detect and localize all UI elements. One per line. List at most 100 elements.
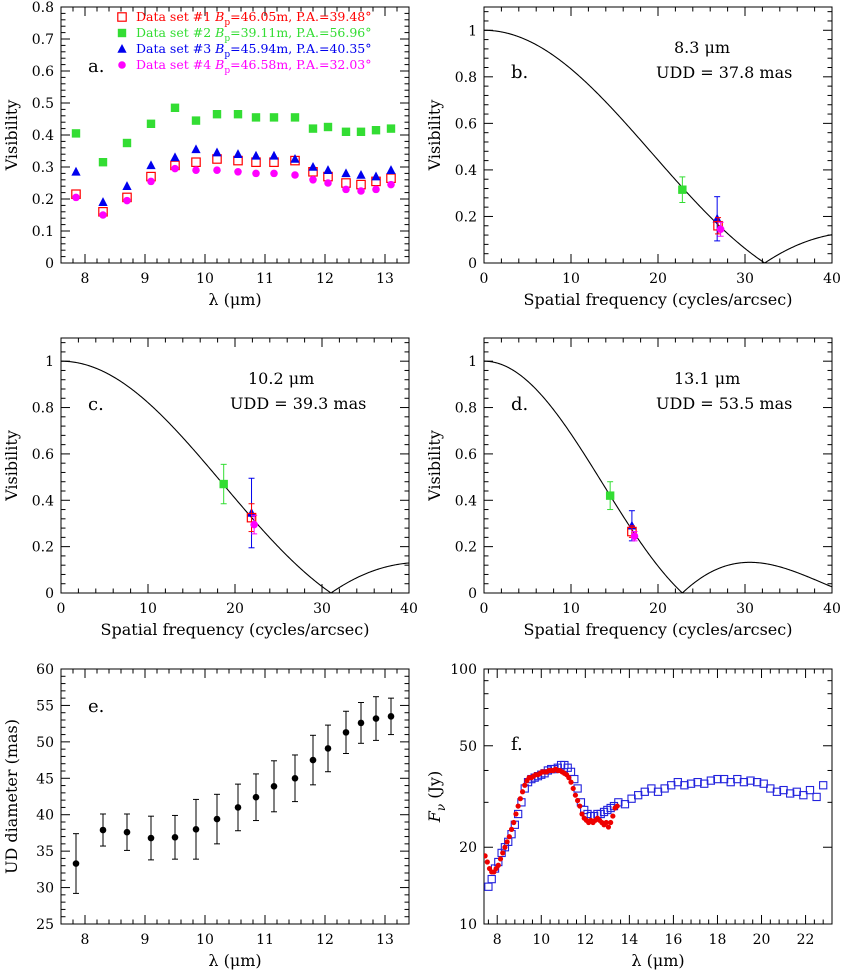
legend-entry-part: Data set #4 (136, 57, 215, 72)
spectrum-point (495, 862, 501, 868)
x-tick-label: 30 (313, 601, 331, 617)
y-tick-label: 0.2 (455, 540, 477, 556)
y-tick-label: 0.2 (32, 540, 54, 556)
y-tick-label: 0 (45, 586, 54, 602)
x-tick-label: 14 (620, 932, 638, 948)
x-tick-label: 10 (532, 932, 550, 948)
legend-entry-part: =46.58m, P.A.=32.03° (230, 57, 371, 72)
y-tick-label: 0.8 (32, 0, 54, 16)
y-tick-label: 1 (468, 354, 477, 370)
x-tick-label: 0 (57, 601, 66, 617)
spectrum-point (608, 819, 614, 826)
x-axis-label: λ (μm) (208, 951, 261, 970)
spectrum-point (502, 844, 508, 850)
x-tick-label: 9 (141, 271, 150, 287)
y-tick-label: 0.4 (455, 163, 477, 179)
data-point (98, 158, 108, 167)
data-point (233, 110, 243, 119)
x-tick-label: 12 (316, 271, 334, 287)
data-point (252, 793, 260, 801)
data-point (290, 113, 300, 122)
legend-entry-part: B (214, 57, 224, 72)
x-tick-label: 8 (81, 271, 90, 287)
x-axis-label: Spatial frequency (cycles/arcsec) (524, 620, 793, 639)
legend-entry-part: Data set #2 (136, 25, 215, 40)
data-point (123, 828, 131, 836)
data-point (356, 127, 366, 136)
y-tick-label: 0 (45, 256, 54, 272)
udd-annotation: UDD = 39.3 mas (230, 394, 366, 413)
data-point (387, 713, 395, 720)
ud-model-curve (484, 360, 832, 593)
y-tick-label: 0.8 (455, 70, 477, 86)
data-point (191, 157, 201, 167)
y-axis-label: Visibility (2, 100, 21, 172)
y-tick-label: 0.6 (32, 447, 54, 463)
y-tick-label: 0.8 (455, 401, 477, 417)
legend-marker (117, 12, 127, 22)
wavelength-annotation: 8.3 μm (674, 38, 730, 57)
x-tick-label: 0 (480, 271, 489, 287)
spectrum-point (610, 813, 616, 819)
spectrum-point (706, 776, 716, 785)
data-point (191, 116, 201, 125)
x-tick-label: 11 (256, 271, 274, 287)
y-axis-label-part: (Jy) (425, 771, 444, 804)
y-axis-label-part: F (425, 810, 444, 823)
spectrum-point (719, 774, 729, 784)
data-point (212, 110, 222, 119)
y-tick-label: 45 (36, 771, 54, 787)
data-point (712, 213, 722, 223)
plot-frame (60, 668, 410, 925)
spectrum-point (497, 856, 504, 862)
data-point (291, 171, 299, 179)
x-tick-label: 40 (823, 601, 841, 617)
x-tick-label: 10 (562, 601, 580, 617)
x-tick-label: 20 (649, 601, 667, 617)
x-axis-label: Spatial frequency (cycles/arcsec) (101, 620, 370, 639)
y-tick-label: 0.4 (455, 493, 477, 509)
spectrum-point (572, 792, 579, 798)
legend-entry: Data set #2 Bp=39.11m, P.A.=56.96° (136, 25, 372, 44)
spectrum-point (566, 775, 572, 781)
spectrum-point (726, 777, 735, 787)
data-point (372, 185, 380, 194)
x-tick-label: 9 (141, 932, 150, 948)
spectrum-point (575, 797, 581, 804)
x-tick-label: 30 (736, 271, 754, 287)
spectrum-point (506, 834, 512, 840)
y-tick-label: 0.6 (32, 64, 54, 80)
y-tick-label: 25 (36, 917, 54, 933)
data-point (72, 860, 80, 867)
y-tick-label: 0 (468, 256, 477, 272)
y-tick-label: 0.3 (32, 160, 54, 176)
x-tick-label: 8 (81, 932, 90, 948)
y-tick-label: 30 (36, 881, 54, 897)
data-point (309, 176, 317, 184)
legend-marker (117, 43, 127, 53)
spectrum-point (513, 811, 519, 817)
y-tick-label: 50 (459, 739, 477, 755)
data-point (323, 122, 333, 132)
data-point (678, 185, 687, 194)
y-tick-label: 20 (459, 840, 477, 856)
spectrum-point (620, 800, 630, 809)
x-tick-label: 18 (709, 932, 727, 948)
plot-frame (483, 6, 833, 264)
y-axis-label: Visibility (425, 430, 444, 502)
legend-entry: Data set #3 Bp=45.94m, P.A.=40.35° (136, 41, 372, 60)
data-point (170, 152, 180, 162)
spectrum-point (819, 781, 828, 790)
spectrum-point (500, 850, 506, 856)
y-axis-label-part: ν (434, 804, 448, 811)
data-point (251, 150, 261, 160)
data-point (219, 479, 228, 489)
legend-marker (118, 61, 126, 69)
data-point (324, 179, 332, 187)
data-point (270, 169, 278, 178)
x-tick-label: 0 (480, 601, 489, 617)
data-point (213, 815, 221, 823)
data-point (234, 168, 242, 176)
spectrum-point (519, 789, 526, 795)
